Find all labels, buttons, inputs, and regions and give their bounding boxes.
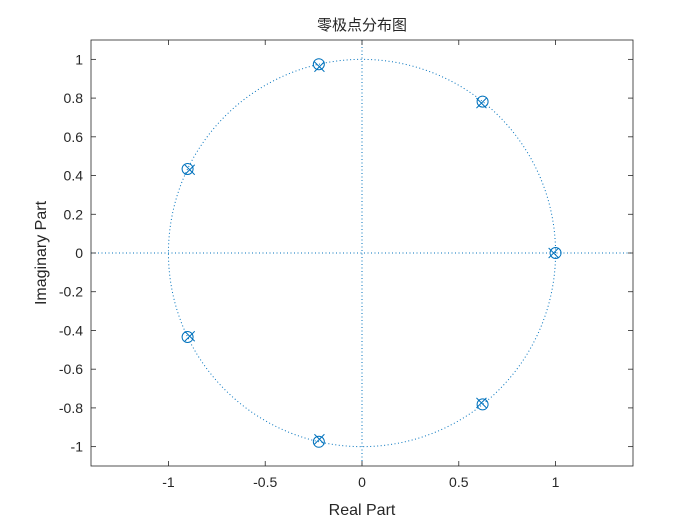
x-tick-label: 0.5 [449,474,469,490]
pole-marker [314,433,325,445]
pole-marker [476,397,487,409]
zero-marker [476,95,489,108]
x-tick-label: -0.5 [253,474,277,490]
reference-lines [91,40,633,466]
axis-ticks: -1 -0.5 0 0.5 1 1 0.8 0.6 0.4 0.2 0 -0.2 -0.4 -0.6 -0.… [59,40,633,490]
y-tick-label: 1 [75,51,83,67]
pole-marker [314,61,325,73]
y-tick-label: 0.4 [64,168,84,184]
x-axis-label: Real Part [329,502,396,519]
y-tick-label: 0 [75,245,83,261]
zero-marker [549,247,562,259]
y-tick-label: 0.2 [64,206,84,222]
y-tick-label: -0.2 [59,284,83,300]
zero-marker [181,331,194,344]
chart-title: 零极点分布图 [317,17,407,34]
zero-marker [312,58,325,71]
x-tick-label: 0 [358,474,366,490]
x-tick-label: -1 [162,474,175,490]
zero-marker [476,398,489,411]
pole-zero-markers [181,58,562,448]
y-tick-label: -0.4 [59,322,83,338]
y-tick-label: -0.8 [59,400,83,416]
x-tick-label: 1 [552,474,560,490]
y-axis-label: Imaginary Part [33,200,50,305]
y-tick-label: 0.8 [64,90,84,106]
y-tick-label: -0.6 [59,361,83,377]
pole-marker [184,164,196,176]
pole-marker [184,330,196,342]
pole-marker [476,97,487,109]
y-tick-label: 0.6 [64,129,84,145]
y-tick-label: -1 [71,439,84,455]
zero-marker [181,162,194,175]
zero-marker [312,435,325,448]
pole-marker [548,247,559,259]
